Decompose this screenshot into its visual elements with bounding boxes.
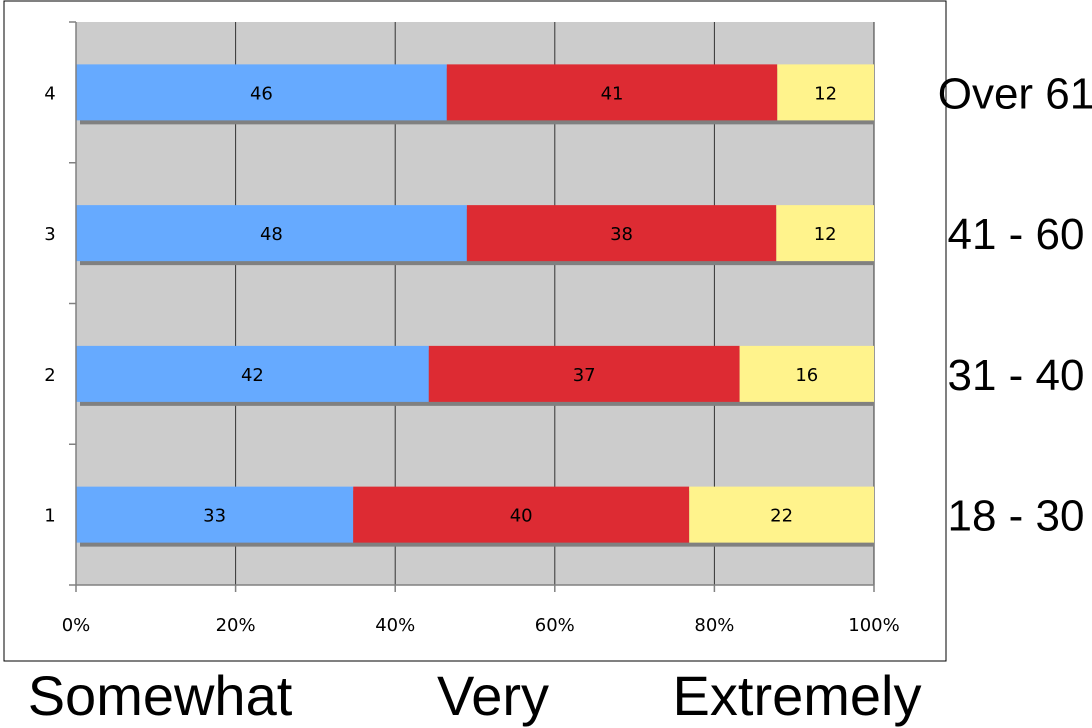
bar-value-label: 37 <box>573 365 596 386</box>
age-group-label: 31 - 40 <box>948 351 1085 400</box>
bar-value-label: 46 <box>250 83 273 104</box>
x-tick-label: 0% <box>62 615 91 636</box>
bar-segment <box>776 205 874 262</box>
bar-segment <box>76 345 429 402</box>
bar-value-label: 40 <box>510 506 533 527</box>
age-group-label: Over 61 <box>938 69 1092 118</box>
bar-segment <box>76 205 467 262</box>
age-group-label: 41 - 60 <box>948 210 1085 259</box>
bar-value-label: 48 <box>260 224 283 245</box>
x-tick-label: 20% <box>216 615 256 636</box>
labels: 33 40 22 1 18 - 30 42 37 16 2 31 - 40 48 38 12 3 41 - … <box>28 69 1092 727</box>
axes <box>69 21 875 592</box>
bar-value-label: 38 <box>610 224 633 245</box>
x-tick-label: 40% <box>375 615 415 636</box>
bar-segment <box>446 64 778 121</box>
bar-segment <box>739 345 874 402</box>
bar-value-label: 12 <box>814 83 837 104</box>
y-tick-label: 2 <box>44 365 55 386</box>
bar-value-label: 12 <box>814 224 837 245</box>
bar-segment <box>466 205 777 262</box>
bar-value-label: 42 <box>241 365 264 386</box>
x-tick-label: 100% <box>848 615 899 636</box>
bar-segment <box>689 486 874 543</box>
series-label: Very <box>437 664 549 727</box>
y-tick-label: 1 <box>44 506 55 527</box>
bar-value-label: 41 <box>601 83 624 104</box>
x-tick-label: 80% <box>694 615 734 636</box>
bar-segment <box>428 345 740 402</box>
series-label: Extremely <box>673 664 922 727</box>
bar-segment <box>777 64 874 121</box>
bar-value-label: 22 <box>770 506 793 527</box>
y-tick-label: 3 <box>44 224 55 245</box>
bar-segment <box>76 486 354 543</box>
y-tick-label: 4 <box>44 83 55 104</box>
bar-segment <box>353 486 690 543</box>
bar-value-label: 16 <box>795 365 818 386</box>
bars <box>76 64 874 547</box>
bar-segment <box>76 64 447 121</box>
age-group-label: 18 - 30 <box>948 492 1085 541</box>
x-tick-label: 60% <box>535 615 575 636</box>
bar-value-label: 33 <box>203 506 226 527</box>
series-label: Somewhat <box>28 664 293 727</box>
